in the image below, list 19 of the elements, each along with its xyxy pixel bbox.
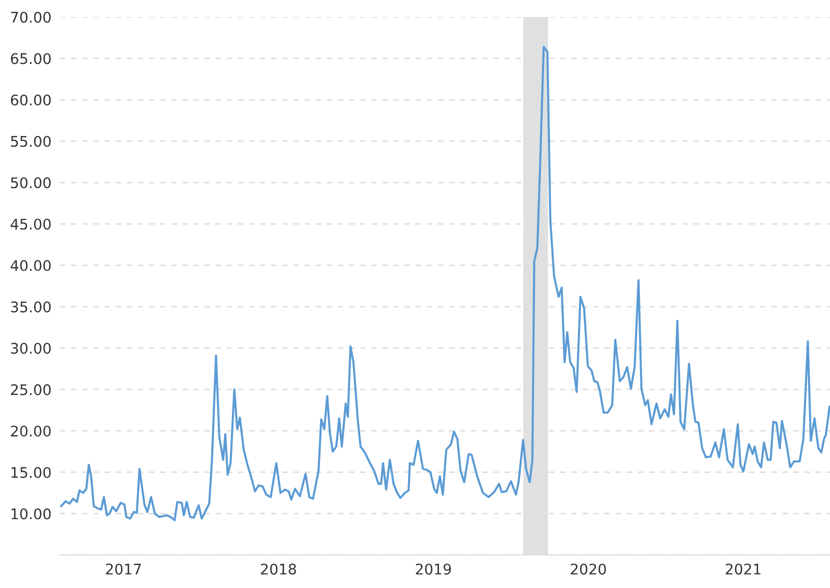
y-tick-label: 55.00 xyxy=(11,136,51,147)
x-tick-label: 2020 xyxy=(570,564,606,575)
x-tick-label: 2017 xyxy=(106,564,141,575)
y-tick-label: 15.00 xyxy=(12,466,51,478)
x-tick-label: 2018 xyxy=(260,564,296,575)
y-tick-label: 40.00 xyxy=(10,260,51,272)
y-tick-label: 10.00 xyxy=(12,508,51,520)
y-tick-label: 50.00 xyxy=(11,177,51,188)
x-tick-label: 2021 xyxy=(726,564,760,575)
y-tick-label: 65.00 xyxy=(10,53,51,64)
y-tick-label: 30.00 xyxy=(11,342,51,354)
y-tick-label: 60.00 xyxy=(10,94,51,106)
y-tick-label: 70.00 xyxy=(11,12,51,23)
x-tick-label: 2019 xyxy=(416,564,451,575)
y-tick-label: 45.00 xyxy=(10,218,51,230)
y-tick-label: 25.00 xyxy=(10,384,51,396)
line-series xyxy=(60,46,830,522)
y-tick-label: 35.00 xyxy=(11,301,51,312)
y-tick-label: 20.00 xyxy=(10,426,51,437)
